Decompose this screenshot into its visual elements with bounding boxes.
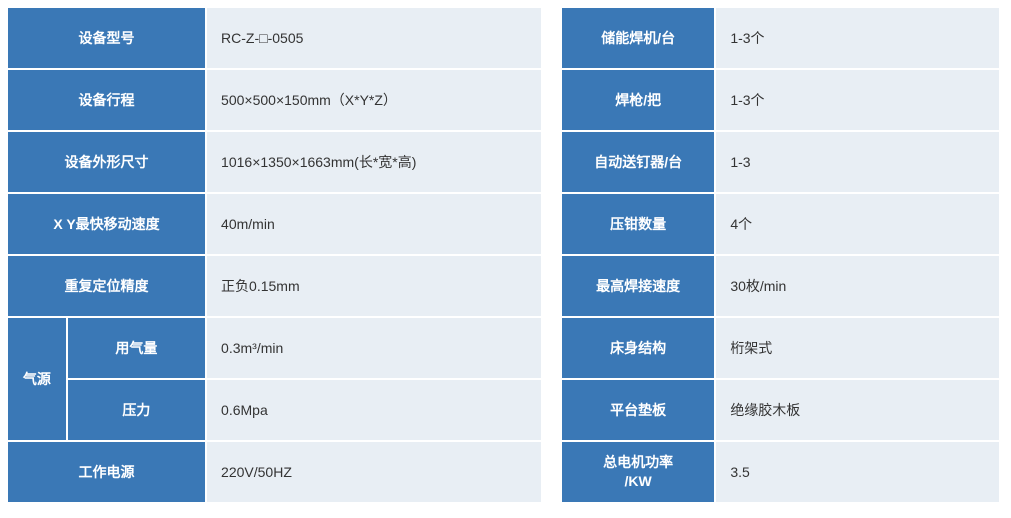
spec-value: 4个	[715, 193, 1000, 255]
spec-value: 3.5	[715, 441, 1000, 503]
table-row: 设备型号 RC-Z-□-0505	[7, 7, 542, 69]
spec-tables-container: 设备型号 RC-Z-□-0505 设备行程 500×500×150mm（X*Y*…	[6, 6, 1011, 504]
table-row: 设备行程 500×500×150mm（X*Y*Z）	[7, 69, 542, 131]
spec-value: 220V/50HZ	[206, 441, 542, 503]
table-row: 重复定位精度 正负0.15mm	[7, 255, 542, 317]
spec-value: 1-3个	[715, 69, 1000, 131]
spec-label-line1: 总电机功率	[603, 454, 673, 470]
spec-label-line2: /KW	[625, 473, 652, 489]
table-row: 自动送钉器/台 1-3	[561, 131, 1000, 193]
spec-label: 床身结构	[561, 317, 715, 379]
left-spec-table: 设备型号 RC-Z-□-0505 设备行程 500×500×150mm（X*Y*…	[6, 6, 543, 504]
table-row: 压钳数量 4个	[561, 193, 1000, 255]
table-row: 储能焊机/台 1-3个	[561, 7, 1000, 69]
spec-label: 设备行程	[7, 69, 206, 131]
spec-label: 工作电源	[7, 441, 206, 503]
spec-label: 最高焊接速度	[561, 255, 715, 317]
spec-label: 储能焊机/台	[561, 7, 715, 69]
spec-value: 桁架式	[715, 317, 1000, 379]
table-row: 气源 用气量 0.3m³/min	[7, 317, 542, 379]
spec-value: 正负0.15mm	[206, 255, 542, 317]
spec-label: 平台垫板	[561, 379, 715, 441]
spec-label: 自动送钉器/台	[561, 131, 715, 193]
spec-value: 0.3m³/min	[206, 317, 542, 379]
table-row: 最高焊接速度 30枚/min	[561, 255, 1000, 317]
table-row: 总电机功率/KW 3.5	[561, 441, 1000, 503]
spec-value: 绝缘胶木板	[715, 379, 1000, 441]
spec-value: 0.6Mpa	[206, 379, 542, 441]
spec-label: 设备外形尺寸	[7, 131, 206, 193]
spec-label: 压钳数量	[561, 193, 715, 255]
spec-value: 1-3个	[715, 7, 1000, 69]
spec-value: 1016×1350×1663mm(长*宽*高)	[206, 131, 542, 193]
spec-label: 用气量	[67, 317, 206, 379]
table-row: 工作电源 220V/50HZ	[7, 441, 542, 503]
spec-label: X Y最快移动速度	[7, 193, 206, 255]
spec-label: 焊枪/把	[561, 69, 715, 131]
spec-value: 40m/min	[206, 193, 542, 255]
table-row: 设备外形尺寸 1016×1350×1663mm(长*宽*高)	[7, 131, 542, 193]
spec-value: 1-3	[715, 131, 1000, 193]
table-row: 床身结构 桁架式	[561, 317, 1000, 379]
table-row: 焊枪/把 1-3个	[561, 69, 1000, 131]
spec-label: 重复定位精度	[7, 255, 206, 317]
spec-value: 500×500×150mm（X*Y*Z）	[206, 69, 542, 131]
right-spec-table: 储能焊机/台 1-3个 焊枪/把 1-3个 自动送钉器/台 1-3 压钳数量 4…	[560, 6, 1001, 504]
spec-group-label: 气源	[7, 317, 67, 441]
spec-label: 压力	[67, 379, 206, 441]
table-row: X Y最快移动速度 40m/min	[7, 193, 542, 255]
spec-value: 30枚/min	[715, 255, 1000, 317]
spec-value: RC-Z-□-0505	[206, 7, 542, 69]
table-row: 平台垫板 绝缘胶木板	[561, 379, 1000, 441]
table-row: 压力 0.6Mpa	[7, 379, 542, 441]
spec-label: 总电机功率/KW	[561, 441, 715, 503]
spec-label: 设备型号	[7, 7, 206, 69]
